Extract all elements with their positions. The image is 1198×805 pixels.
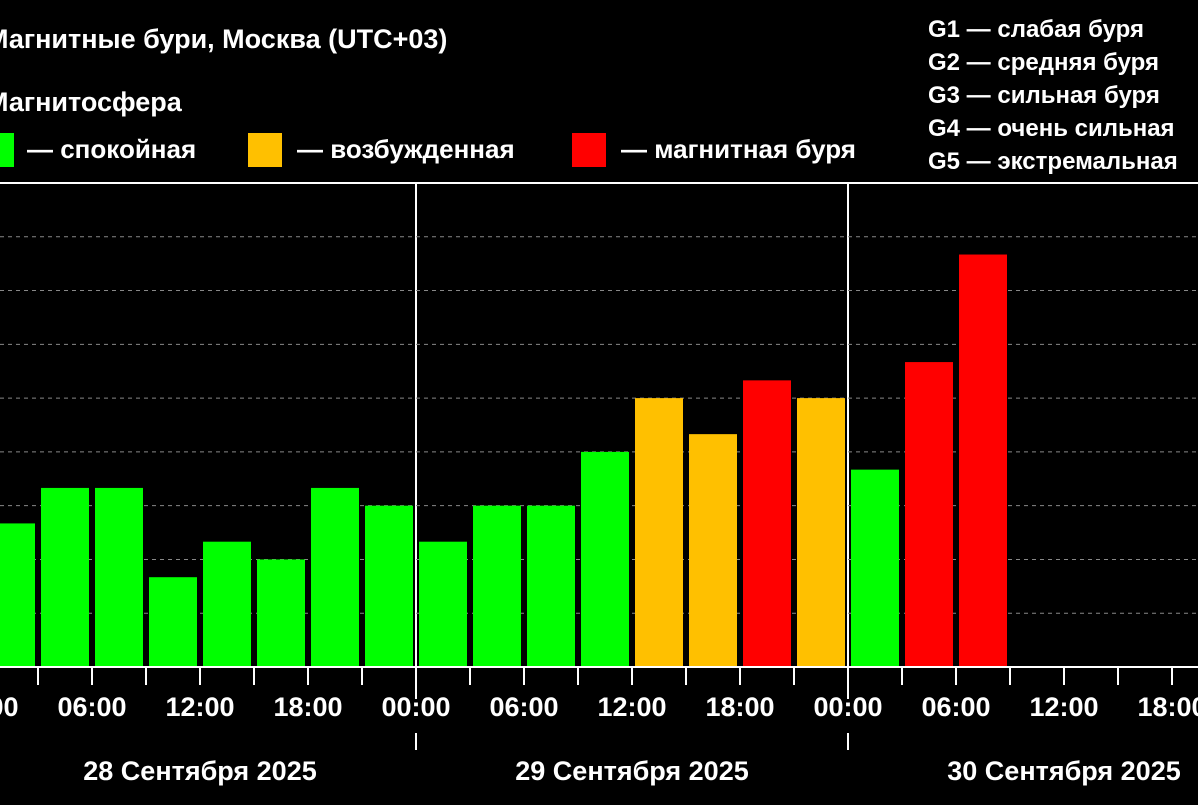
bar-4 [203,541,251,667]
x-tick-label: 00:00 [0,692,19,722]
bar-0 [0,523,35,667]
bar-16 [851,469,899,667]
x-tick-label: 12:00 [597,692,666,722]
legend-label-excited: — возбужденная [297,134,515,164]
legend-label-storm: — магнитная буря [621,134,856,164]
day-label: 30 Сентября 2025 [947,756,1180,786]
chart-title: Магнитные бури, Москва (UTC+03) [0,24,447,54]
bar-2 [95,487,143,667]
bar-17 [905,362,953,667]
x-tick-label: 06:00 [921,692,990,722]
bar-13 [689,434,737,667]
g-scale-legend: G1 — слабая буря G2 — средняя буря G3 — … [928,16,1178,175]
bars [0,254,1007,667]
plot-frame [0,182,1198,667]
x-tick-label: 12:00 [1029,692,1098,722]
g-legend-g3: G3 — сильная буря [928,82,1160,109]
g-legend-g4: G4 — очень сильная [928,115,1175,142]
x-tick-label: 00:00 [813,692,882,722]
legend-swatch-storm [572,133,606,167]
legend-swatch-calm [0,133,14,167]
legend-label-calm: — спокойная [27,134,196,164]
bar-6 [311,487,359,667]
bar-11 [581,451,629,667]
x-tick-label: 06:00 [57,692,126,722]
x-axis: 00:00 06:00 12:00 18:00 00:00 06:00 12:00 18:00… [0,666,1198,786]
x-tick-label: 18:00 [273,692,342,722]
bar-3 [149,577,197,667]
day-label: 29 Сентября 2025 [515,756,748,786]
bar-8 [419,541,467,667]
bar-14 [743,380,791,667]
x-tick-label: 06:00 [489,692,558,722]
x-tick-label: 18:00 [1137,692,1198,722]
x-tick-label: 12:00 [165,692,234,722]
bar-1 [41,487,89,667]
bar-10 [527,505,575,667]
legend-swatch-excited [248,133,282,167]
bar-7 [365,505,413,667]
g-legend-g1: G1 — слабая буря [928,16,1144,43]
bar-12 [635,398,683,667]
bar-15 [797,398,845,667]
level-legend: — спокойная — возбужденная — магнитная б… [0,133,856,167]
x-tick-label: 18:00 [705,692,774,722]
bar-5 [257,559,305,667]
x-tick-label: 00:00 [381,692,450,722]
bar-9 [473,505,521,667]
chart-subtitle: Магнитосфера [0,87,183,117]
bar-18 [959,254,1007,667]
day-label: 28 Сентября 2025 [83,756,316,786]
g-legend-g5: G5 — экстремальная [928,148,1178,175]
g-legend-g2: G2 — средняя буря [928,49,1159,76]
